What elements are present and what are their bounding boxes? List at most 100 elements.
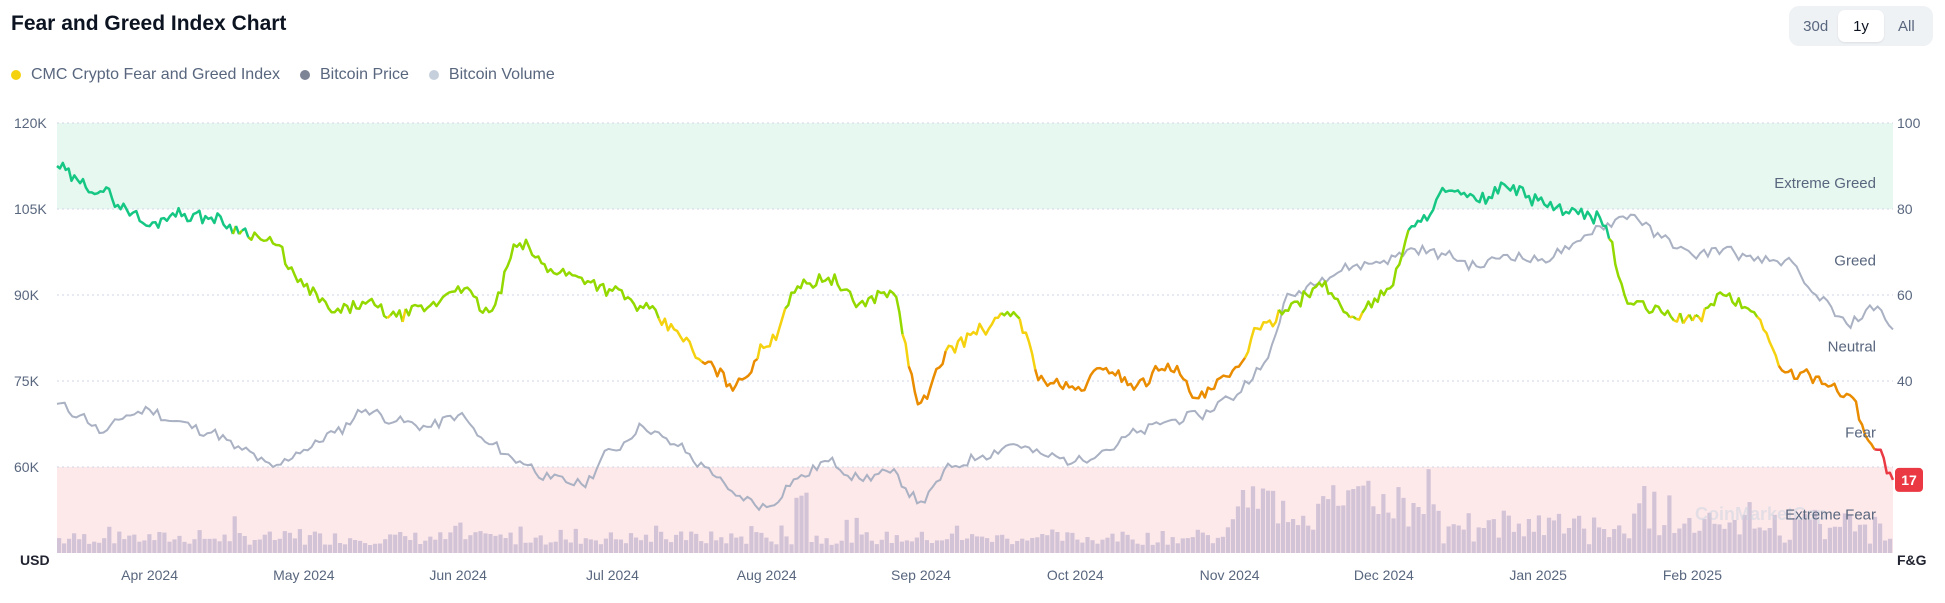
left-axis-tick: 120K [14,115,47,131]
volume-bar [1381,494,1386,553]
volume-bar [1135,543,1140,553]
fear-greed-line-segment [234,225,241,235]
volume-bar [583,538,588,553]
volume-bar [1782,542,1787,553]
volume-bar [1431,504,1436,553]
fear-greed-line-segment [756,308,787,360]
volume-bar [638,540,644,553]
volume-bar [934,540,940,553]
volume-bar [1687,518,1692,553]
volume-bar [533,537,538,553]
volume-bar [373,543,378,553]
volume-bar [1531,531,1536,553]
volume-bar [854,517,859,553]
volume-bar [980,536,985,553]
volume-bar [1878,523,1883,553]
volume-bar [62,543,67,553]
volume-bar [192,539,197,553]
volume-bar [1311,529,1316,553]
volume-bar [1727,522,1732,553]
volume-bar [1245,507,1251,553]
volume-bar [889,543,894,553]
volume-bar [839,540,844,553]
volume-bar [1436,510,1441,553]
volume-bar [1205,535,1210,553]
volume-bar [498,534,503,553]
legend-item-fear-greed[interactable]: CMC Crypto Fear and Greed Index [11,66,280,84]
volume-bar [1100,539,1105,553]
volume-bar [232,516,237,553]
fear-greed-line-segment [1608,237,1675,322]
volume-bar [1250,486,1256,553]
volume-bar [1336,505,1341,553]
chart-title: Fear and Greed Index Chart [11,12,287,35]
volume-bar [939,540,945,553]
volume-bar [1857,524,1863,553]
volume-bar [1556,513,1562,553]
legend-item-bitcoin-volume[interactable]: Bitcoin Volume [428,66,555,84]
legend-item-bitcoin-price[interactable]: Bitcoin Price [300,66,409,84]
chart-legend: CMC Crypto Fear and Greed Index Bitcoin … [11,66,555,84]
fear-greed-line-segment [1243,309,1281,359]
volume-bar [1346,490,1351,553]
volume-bar [844,519,849,553]
volume-bar [383,539,388,553]
volume-bar [1356,486,1361,553]
fear-greed-line-segment [1407,181,1611,239]
volume-bar [1506,515,1511,553]
range-30d-button[interactable]: 30d [1793,10,1838,42]
volume-bar [1080,542,1085,553]
volume-bar [924,540,929,553]
volume-bar [603,538,608,553]
volume-bar [1341,505,1346,553]
volume-bar [307,535,312,553]
x-axis-tick: Jan 2025 [1509,567,1567,583]
volume-bar [1000,534,1005,553]
volume-bar [368,545,373,553]
fear-greed-line-segment [701,357,759,392]
volume-bar [122,539,127,553]
volume-bar [679,531,684,553]
volume-bar [1847,515,1853,553]
volume-bar [869,540,874,553]
range-all-button[interactable]: All [1884,10,1929,42]
volume-bar [1376,514,1381,553]
volume-bar [674,534,679,553]
volume-bar [1301,515,1306,553]
volume-bar [1406,526,1411,553]
volume-bar [970,534,975,553]
volume-bar [1240,490,1246,553]
volume-bar [378,543,383,553]
volume-bar [152,540,157,553]
right-axis-tick: 100 [1897,115,1921,131]
volume-bar [1145,532,1150,553]
fear-greed-line-segment [1355,312,1364,321]
volume-bar [1120,531,1125,553]
volume-bar [689,531,694,553]
volume-bar [408,540,413,553]
fear-greed-line-segment [784,273,904,335]
volume-bar [1612,529,1617,553]
legend-label: Bitcoin Price [320,66,409,83]
volume-bar [483,533,488,553]
volume-bar [1165,544,1170,553]
volume-bar [874,544,879,553]
volume-bar [648,541,654,553]
volume-bar [1461,529,1466,553]
fear-greed-line-segment [1349,315,1354,319]
volume-bar [1421,514,1426,553]
volume-bar [1055,532,1060,553]
volume-bar [694,533,699,553]
volume-bar [859,534,864,553]
range-1y-button[interactable]: 1y [1838,10,1884,42]
volume-bar [884,531,889,553]
x-axis-tick: Sep 2024 [891,567,951,583]
volume-bar [262,534,267,553]
volume-bar [1702,519,1707,553]
fear-greed-line-segment [389,309,404,323]
volume-bar [1521,536,1526,553]
volume-bar [1401,497,1406,553]
volume-bar [643,534,649,553]
volume-bar [1276,523,1281,553]
